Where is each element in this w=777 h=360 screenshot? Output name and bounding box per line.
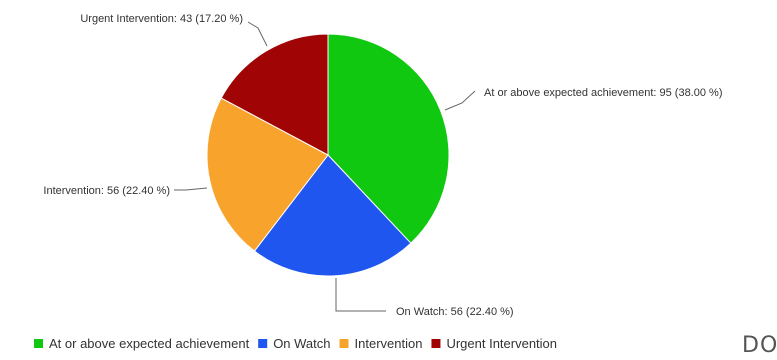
- pie-slice-intervention[interactable]: [206, 97, 329, 252]
- legend-label-urgent-intervention[interactable]: Urgent Intervention: [446, 336, 557, 351]
- legend: At or above expected achievement On Watch…: [34, 336, 557, 351]
- pie-slice-at-or-above-expected-achievement[interactable]: [327, 33, 450, 244]
- pie-slice-on-watch[interactable]: [253, 154, 412, 277]
- slice-label-at-or-above-expected-achievement: At or above expected achievement: 95 (38…: [484, 87, 722, 99]
- leader-line-at-or-above-expected-achievement: [444, 90, 476, 111]
- slice-label-on-watch: On Watch: 56 (22.40 %): [396, 306, 514, 318]
- leader-line-intervention: [174, 187, 208, 191]
- legend-swatch-intervention: [339, 339, 349, 348]
- slice-labels: At or above expected achievement: 95 (38…: [43, 13, 722, 318]
- pie-slice-urgent-intervention[interactable]: [220, 33, 329, 156]
- pie-slices: [206, 33, 450, 277]
- leader-line-urgent-intervention: [247, 21, 268, 47]
- legend-swatch-at-or-above-expected-achievement: [34, 339, 43, 348]
- slice-leader-lines: [174, 21, 476, 312]
- legend-label-intervention[interactable]: Intervention: [355, 336, 423, 351]
- slice-label-urgent-intervention: Urgent Intervention: 43 (17.20 %): [80, 13, 243, 25]
- leader-line-on-watch: [335, 278, 386, 312]
- watermark-logo: DO: [742, 333, 777, 355]
- legend-label-on-watch[interactable]: On Watch: [273, 336, 330, 351]
- slice-label-intervention: Intervention: 56 (22.40 %): [43, 185, 170, 197]
- legend-swatch-on-watch: [258, 339, 268, 348]
- legend-label-at-or-above-expected-achievement[interactable]: At or above expected achievement: [49, 336, 250, 351]
- legend-swatch-urgent-intervention: [431, 339, 441, 348]
